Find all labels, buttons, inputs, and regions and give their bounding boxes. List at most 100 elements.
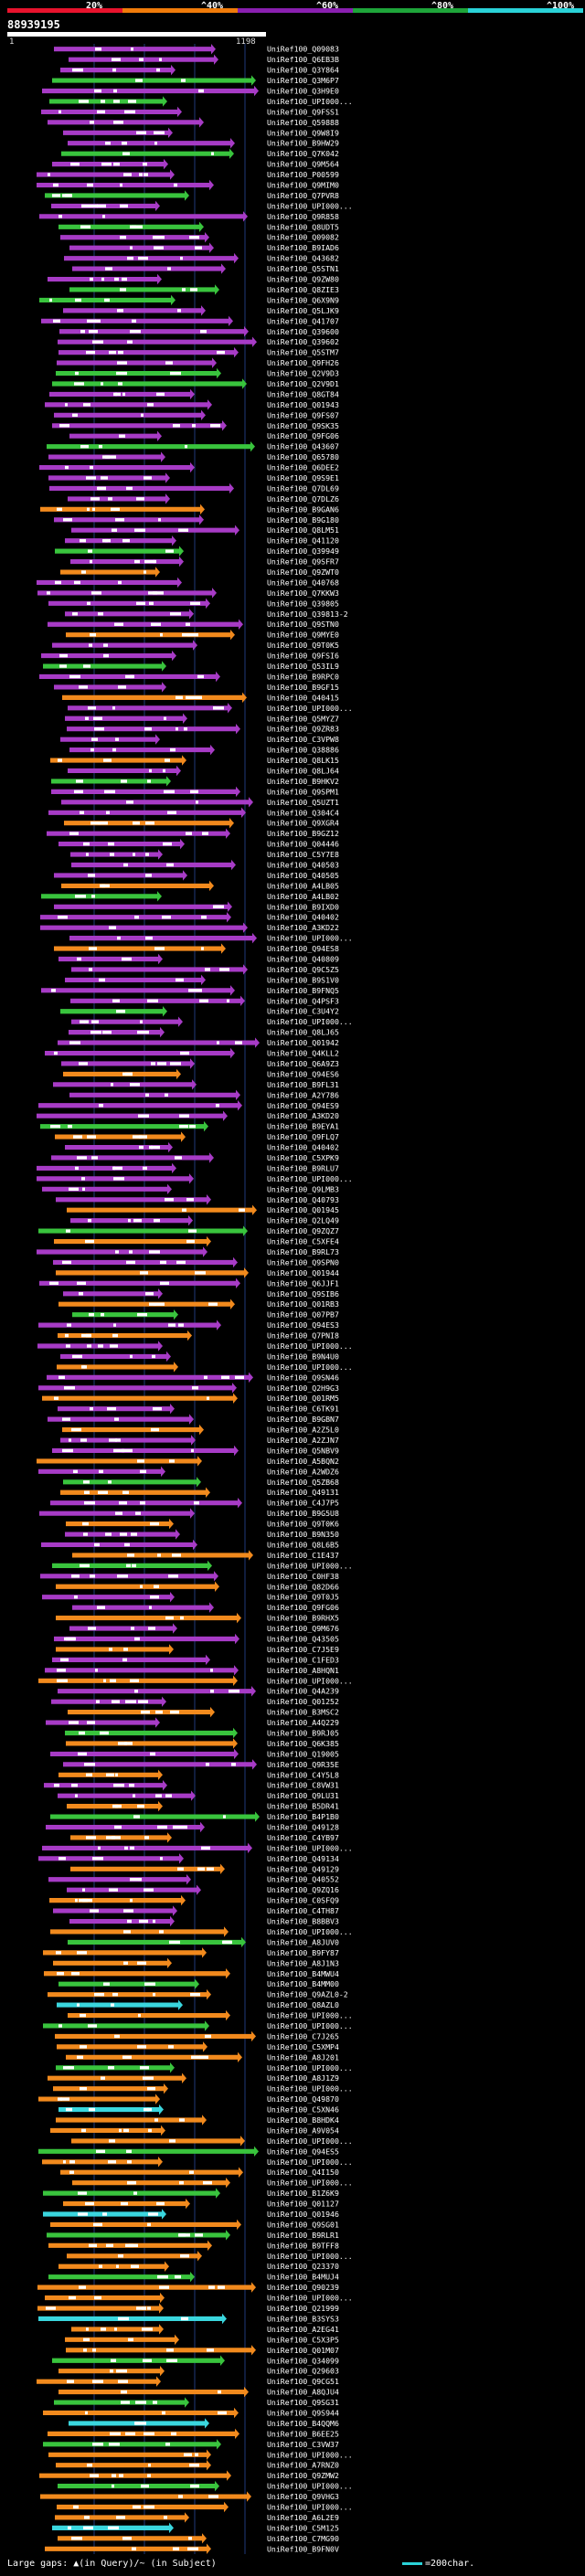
hit-label[interactable]: UniRef100_Q01942 bbox=[267, 1038, 339, 1047]
hit-label[interactable]: UniRef100_Q38886 bbox=[267, 746, 339, 755]
hit-label[interactable]: UniRef100_Q9MIM0 bbox=[267, 181, 339, 190]
hit-label[interactable]: UniRef100_Q01127 bbox=[267, 2200, 339, 2209]
hit-label[interactable]: UniRef100_Q9ZQ16 bbox=[267, 1885, 339, 1894]
hit-label[interactable]: UniRef100_Q40505 bbox=[267, 871, 339, 880]
hit-label[interactable]: UniRef100_B9RJ05 bbox=[267, 1729, 339, 1738]
hit-label[interactable]: UniRef100_Q01945 bbox=[267, 1205, 339, 1214]
hit-label[interactable]: UniRef100_A3KD20 bbox=[267, 1111, 339, 1120]
hit-label[interactable]: UniRef100_Q8ZIE3 bbox=[267, 285, 339, 294]
hit-label[interactable]: UniRef100_A2Z5L0 bbox=[267, 1426, 339, 1435]
hit-label[interactable]: UniRef100_Q43682 bbox=[267, 254, 339, 263]
hit-label[interactable]: UniRef100_UPI000... bbox=[267, 934, 353, 943]
hit-label[interactable]: UniRef100_Q5MYZ7 bbox=[267, 714, 339, 723]
hit-label[interactable]: UniRef100_Q9SIB6 bbox=[267, 1289, 339, 1299]
hit-label[interactable]: UniRef100_Q01252 bbox=[267, 1697, 339, 1706]
hit-label[interactable]: UniRef100_Q40402 bbox=[267, 913, 339, 922]
hit-label[interactable]: UniRef100_Q43607 bbox=[267, 442, 339, 451]
hit-label[interactable]: UniRef100_Q6EB3B bbox=[267, 55, 339, 64]
hit-label[interactable]: UniRef100_UPI000... bbox=[267, 2178, 353, 2188]
hit-label[interactable]: UniRef100_C5M125 bbox=[267, 2523, 339, 2532]
hit-label[interactable]: UniRef100_Q9SPM1 bbox=[267, 787, 339, 796]
hit-label[interactable]: UniRef100_UPI000... bbox=[267, 97, 353, 106]
hit-label[interactable]: UniRef100_Q39600 bbox=[267, 327, 339, 336]
hit-label[interactable]: UniRef100_B6EE25 bbox=[267, 2429, 339, 2438]
hit-label[interactable]: UniRef100_Q9W8I9 bbox=[267, 128, 339, 137]
hit-label[interactable]: UniRef100_Q4A239 bbox=[267, 1687, 339, 1696]
hit-label[interactable]: UniRef100_A8JUV0 bbox=[267, 1937, 339, 1946]
hit-label[interactable]: UniRef100_B9EYA1 bbox=[267, 1122, 339, 1131]
hit-label[interactable]: UniRef100_Q8UDT5 bbox=[267, 222, 339, 231]
hit-label[interactable]: UniRef100_Q9M676 bbox=[267, 1624, 339, 1633]
hit-label[interactable]: UniRef100_A4LB02 bbox=[267, 892, 339, 901]
hit-label[interactable]: UniRef100_Q9XGR4 bbox=[267, 819, 339, 828]
hit-label[interactable]: UniRef100_UPI000... bbox=[267, 1341, 353, 1351]
hit-label[interactable]: UniRef100_B9RHX5 bbox=[267, 1614, 339, 1623]
hit-label[interactable]: UniRef100_Q53IL9 bbox=[267, 662, 339, 671]
hit-label[interactable]: UniRef100_Q90239 bbox=[267, 2283, 339, 2292]
hit-label[interactable]: UniRef100_Q39813-2 bbox=[267, 610, 348, 619]
hit-label[interactable]: UniRef100_UPI000... bbox=[267, 2084, 353, 2094]
hit-label[interactable]: UniRef100_B9HKV2 bbox=[267, 777, 339, 786]
hit-label[interactable]: UniRef100_Q9AZL0-2 bbox=[267, 1990, 348, 1999]
hit-label[interactable]: UniRef100_B9HW29 bbox=[267, 139, 339, 148]
hit-label[interactable]: UniRef100_Q9T0K6 bbox=[267, 1520, 339, 1529]
hit-label[interactable]: UniRef100_Q9S944 bbox=[267, 2408, 339, 2417]
hit-label[interactable]: UniRef100_Q8L6B5 bbox=[267, 1540, 339, 1549]
hit-label[interactable]: UniRef100_Q9SK35 bbox=[267, 421, 339, 430]
hit-label[interactable]: UniRef100_A2WDZ6 bbox=[267, 1467, 339, 1476]
hit-label[interactable]: UniRef100_Q9SG31 bbox=[267, 2398, 339, 2407]
hit-label[interactable]: UniRef100_Q9FH26 bbox=[267, 358, 339, 367]
hit-label[interactable]: UniRef100_Q43505 bbox=[267, 1634, 339, 1643]
hit-label[interactable]: UniRef100_Q8LJ65 bbox=[267, 1028, 339, 1037]
hit-label[interactable]: UniRef100_Q9ZW80 bbox=[267, 275, 339, 284]
hit-label[interactable]: UniRef100_Q9SN46 bbox=[267, 1373, 339, 1382]
hit-label[interactable]: UniRef100_Q2H9G3 bbox=[267, 1383, 339, 1393]
hit-label[interactable]: UniRef100_B9GBN7 bbox=[267, 1415, 339, 1424]
hit-label[interactable]: UniRef100_Q7KKW3 bbox=[267, 588, 339, 598]
hit-label[interactable]: UniRef100_B8HDK4 bbox=[267, 2115, 339, 2125]
hit-label[interactable]: UniRef100_Q5NBV9 bbox=[267, 1446, 339, 1455]
hit-label[interactable]: UniRef100_A9V054 bbox=[267, 2125, 339, 2135]
hit-label[interactable]: UniRef100_C3VW37 bbox=[267, 2440, 339, 2449]
hit-label[interactable]: UniRef100_B9FN0V bbox=[267, 2544, 339, 2553]
hit-label[interactable]: UniRef100_B9RL73 bbox=[267, 1247, 339, 1256]
hit-label[interactable]: UniRef100_B9N4U0 bbox=[267, 1352, 339, 1361]
hit-label[interactable]: UniRef100_C7J265 bbox=[267, 2031, 339, 2041]
hit-label[interactable]: UniRef100_C4YB97 bbox=[267, 1833, 339, 1842]
hit-label[interactable]: UniRef100_A8J201 bbox=[267, 2052, 339, 2062]
hit-label[interactable]: UniRef100_Q29603 bbox=[267, 2367, 339, 2376]
hit-label[interactable]: UniRef100_B3MSC2 bbox=[267, 1708, 339, 1717]
hit-label[interactable]: UniRef100_Q01RB3 bbox=[267, 1299, 339, 1309]
hit-label[interactable]: UniRef100_B9G180 bbox=[267, 515, 339, 525]
hit-label[interactable]: UniRef100_UPI000... bbox=[267, 201, 353, 210]
hit-label[interactable]: UniRef100_Q8LM51 bbox=[267, 525, 339, 535]
hit-label[interactable]: UniRef100_C4TH87 bbox=[267, 1906, 339, 1915]
hit-label[interactable]: UniRef100_Q304C4 bbox=[267, 808, 339, 817]
hit-label[interactable]: UniRef100_UPI000... bbox=[267, 2252, 353, 2261]
hit-label[interactable]: UniRef100_B9TFF8 bbox=[267, 2241, 339, 2250]
hit-label[interactable]: UniRef100_Q9ZWT0 bbox=[267, 567, 339, 577]
hit-label[interactable]: UniRef100_Q94ES5 bbox=[267, 2147, 339, 2156]
hit-label[interactable]: UniRef100_Q9FSS1 bbox=[267, 107, 339, 116]
hit-label[interactable]: UniRef100_B4P1B0 bbox=[267, 1812, 339, 1821]
hit-label[interactable]: UniRef100_UPI000... bbox=[267, 2011, 353, 2020]
hit-label[interactable]: UniRef100_B4MUJ4 bbox=[267, 2273, 339, 2282]
hit-label[interactable]: UniRef100_Q40768 bbox=[267, 578, 339, 587]
hit-label[interactable]: UniRef100_Q3Y864 bbox=[267, 66, 339, 75]
hit-label[interactable]: UniRef100_Q8LJ64 bbox=[267, 766, 339, 775]
hit-label[interactable]: UniRef100_Q40809 bbox=[267, 955, 339, 964]
hit-label[interactable]: UniRef100_Q5STN1 bbox=[267, 264, 339, 273]
hit-label[interactable]: UniRef100_Q94ES9 bbox=[267, 1101, 339, 1110]
hit-label[interactable]: UniRef100_Q3M6P7 bbox=[267, 76, 339, 85]
hit-label[interactable]: UniRef100_Q04446 bbox=[267, 840, 339, 849]
hit-label[interactable]: UniRef100_A2ZJN7 bbox=[267, 1436, 339, 1445]
hit-label[interactable]: UniRef100_UPI000... bbox=[267, 704, 353, 713]
hit-label[interactable]: UniRef100_A8QJU4 bbox=[267, 2388, 339, 2397]
hit-label[interactable]: UniRef100_B4QQM6 bbox=[267, 2419, 339, 2428]
hit-label[interactable]: UniRef100_Q8GT84 bbox=[267, 389, 339, 398]
hit-label[interactable]: UniRef100_A6L2E9 bbox=[267, 2513, 339, 2522]
hit-label[interactable]: UniRef100_Q9R858 bbox=[267, 212, 339, 221]
hit-label[interactable]: UniRef100_UPI000... bbox=[267, 1676, 353, 1685]
hit-label[interactable]: UniRef100_Q94ES6 bbox=[267, 1069, 339, 1078]
hit-label[interactable]: UniRef100_C6TK91 bbox=[267, 1405, 339, 1414]
